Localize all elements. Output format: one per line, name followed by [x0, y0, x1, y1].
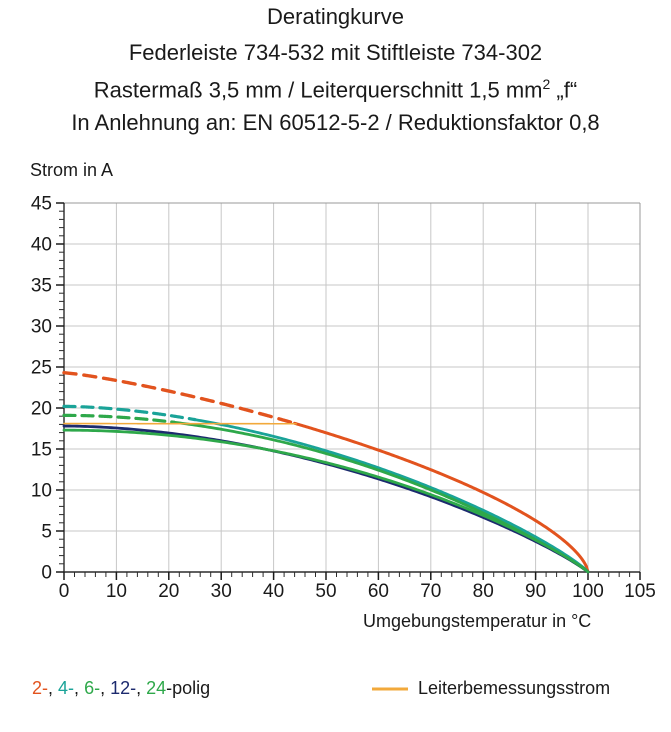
svg-text:40: 40 [31, 235, 52, 256]
svg-text:0: 0 [59, 581, 70, 602]
svg-text:50: 50 [315, 581, 336, 602]
svg-text:15: 15 [31, 440, 52, 461]
svg-text:40: 40 [263, 581, 284, 602]
svg-text:30: 30 [211, 581, 232, 602]
svg-text:90: 90 [525, 581, 546, 602]
svg-text:80: 80 [473, 581, 494, 602]
svg-text:35: 35 [31, 276, 52, 297]
svg-text:105: 105 [624, 581, 656, 602]
svg-text:30: 30 [31, 317, 52, 338]
svg-text:5: 5 [41, 522, 52, 543]
svg-text:60: 60 [368, 581, 389, 602]
svg-text:0: 0 [41, 563, 52, 584]
svg-text:20: 20 [158, 581, 179, 602]
svg-text:45: 45 [31, 194, 52, 215]
svg-text:10: 10 [31, 481, 52, 502]
svg-text:70: 70 [420, 581, 441, 602]
svg-text:20: 20 [31, 399, 52, 420]
svg-text:25: 25 [31, 358, 52, 379]
svg-text:10: 10 [106, 581, 127, 602]
svg-text:100: 100 [572, 581, 604, 602]
